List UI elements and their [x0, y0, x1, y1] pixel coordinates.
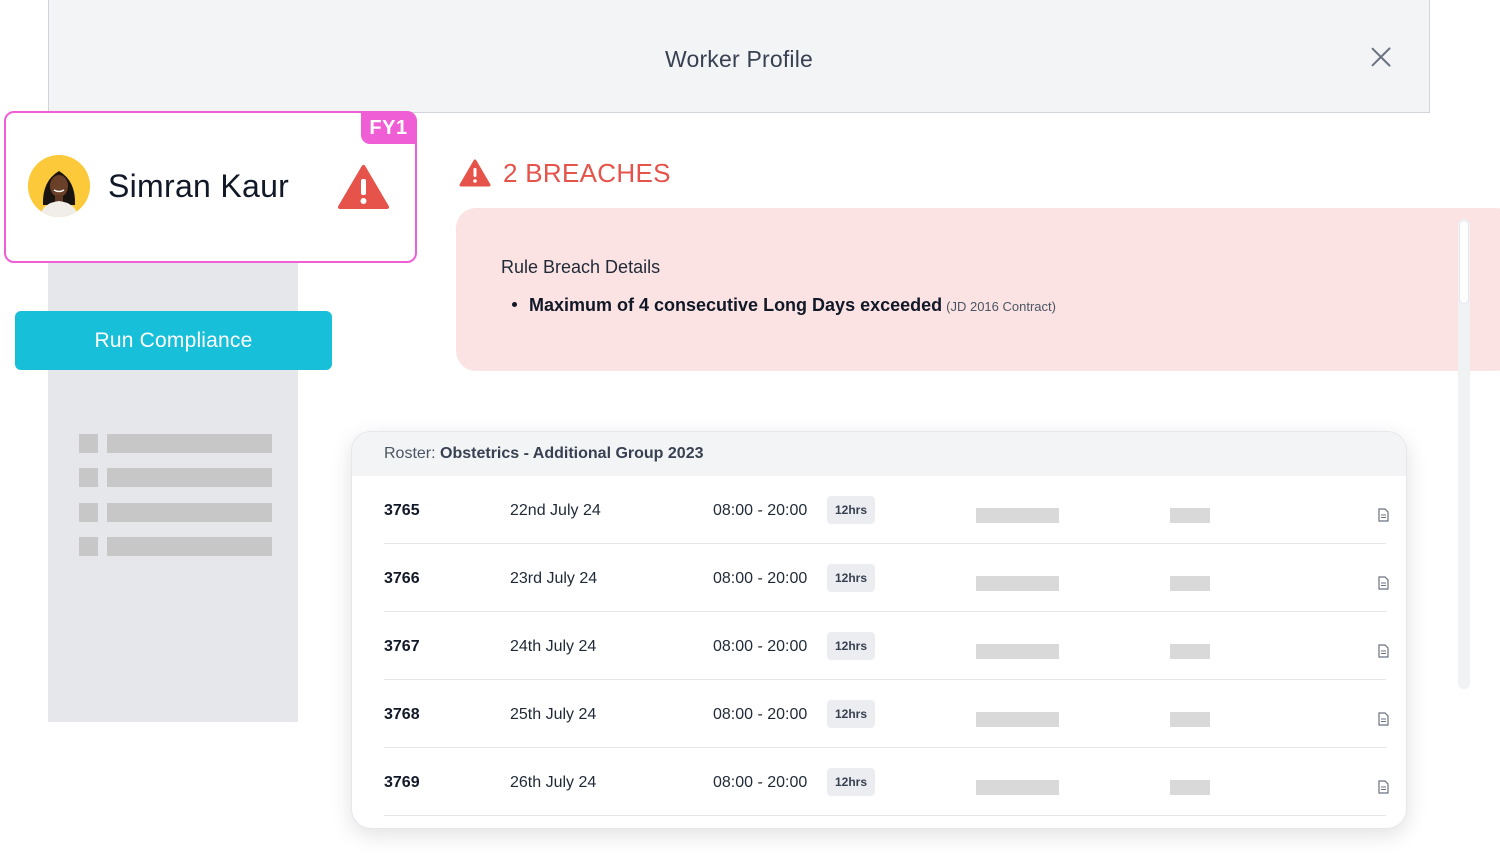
- shift-date: 24th July 24: [510, 638, 597, 655]
- breach-rule: Maximum of 4 consecutive Long Days excee…: [529, 295, 943, 315]
- shift-time: 08:00 - 20:00: [713, 502, 808, 519]
- breach-contract: (JD 2016 Contract): [946, 299, 1056, 314]
- document-icon[interactable]: [1378, 644, 1389, 658]
- roster-title: Roster: Obstetrics - Additional Group 20…: [384, 445, 703, 463]
- table-row[interactable]: 3766 23rd July 24 08:00 - 20:00 12hrs: [384, 544, 1389, 612]
- table-row[interactable]: 3765 22nd July 24 08:00 - 20:00 12hrs: [384, 476, 1389, 544]
- hours-badge: 12hrs: [827, 700, 875, 728]
- avatar: [28, 155, 90, 217]
- shift-id: 3765: [384, 502, 420, 519]
- shift-time: 08:00 - 20:00: [713, 774, 808, 791]
- scrollbar-track[interactable]: [1458, 219, 1470, 689]
- table-row[interactable]: 3768 25th July 24 08:00 - 20:00 12hrs: [384, 680, 1389, 748]
- placeholder-bar: [1170, 780, 1210, 795]
- shift-time: 08:00 - 20:00: [713, 706, 808, 723]
- person-avatar-icon: [28, 155, 90, 217]
- shift-date: 26th July 24: [510, 774, 597, 791]
- table-row[interactable]: 3769 26th July 24 08:00 - 20:00 12hrs: [384, 748, 1389, 816]
- scrollbar-thumb[interactable]: [1459, 220, 1469, 304]
- shift-date: 25th July 24: [510, 706, 597, 723]
- breach-details-title: Rule Breach Details: [501, 257, 661, 277]
- close-icon[interactable]: [1366, 42, 1396, 72]
- modal-header: Worker Profile: [48, 0, 1430, 113]
- hours-badge: 12hrs: [827, 564, 875, 592]
- breach-count: 2 BREACHES: [503, 158, 671, 188]
- worker-name: Simran Kaur: [108, 168, 290, 204]
- placeholder-bar: [1170, 508, 1210, 523]
- breach-details-box: Rule Breach Details Maximum of 4 consecu…: [456, 208, 1500, 371]
- shift-id: 3767: [384, 638, 420, 655]
- shift-time: 08:00 - 20:00: [713, 638, 808, 655]
- warning-icon: [459, 159, 491, 187]
- document-icon[interactable]: [1378, 712, 1389, 726]
- roster-name: Obstetrics - Additional Group 2023: [440, 445, 704, 462]
- table-row[interactable]: 3767 24th July 24 08:00 - 20:00 12hrs: [384, 612, 1389, 680]
- warning-icon: [338, 165, 389, 209]
- document-icon[interactable]: [1378, 508, 1389, 522]
- modal-title: Worker Profile: [664, 46, 814, 72]
- placeholder-bar: [976, 712, 1059, 727]
- shift-id: 3766: [384, 570, 420, 587]
- shift-time: 08:00 - 20:00: [713, 570, 808, 587]
- shift-id: 3769: [384, 774, 420, 791]
- run-compliance-button[interactable]: Run Compliance: [15, 311, 332, 370]
- hours-badge: 12hrs: [827, 632, 875, 660]
- document-icon[interactable]: [1378, 576, 1389, 590]
- placeholder-bar: [1170, 712, 1210, 727]
- roster-label: Roster:: [384, 445, 436, 462]
- hours-badge: 12hrs: [827, 496, 875, 524]
- shift-date: 23rd July 24: [510, 570, 598, 587]
- placeholder-bar: [1170, 644, 1210, 659]
- breach-item: Maximum of 4 consecutive Long Days excee…: [512, 295, 1056, 316]
- hours-badge: 12hrs: [827, 768, 875, 796]
- placeholder-bar: [976, 644, 1059, 659]
- worker-card[interactable]: [4, 111, 417, 263]
- roster-header: Roster: Obstetrics - Additional Group 20…: [352, 432, 1406, 476]
- shift-date: 22nd July 24: [510, 502, 601, 519]
- placeholder-bar: [976, 508, 1059, 523]
- grade-badge: FY1: [361, 112, 416, 144]
- placeholder-bar: [1170, 576, 1210, 591]
- roster-card: Roster: Obstetrics - Additional Group 20…: [351, 431, 1407, 829]
- placeholder-bar: [976, 576, 1059, 591]
- placeholder-bar: [976, 780, 1059, 795]
- shift-id: 3768: [384, 706, 420, 723]
- document-icon[interactable]: [1378, 780, 1389, 794]
